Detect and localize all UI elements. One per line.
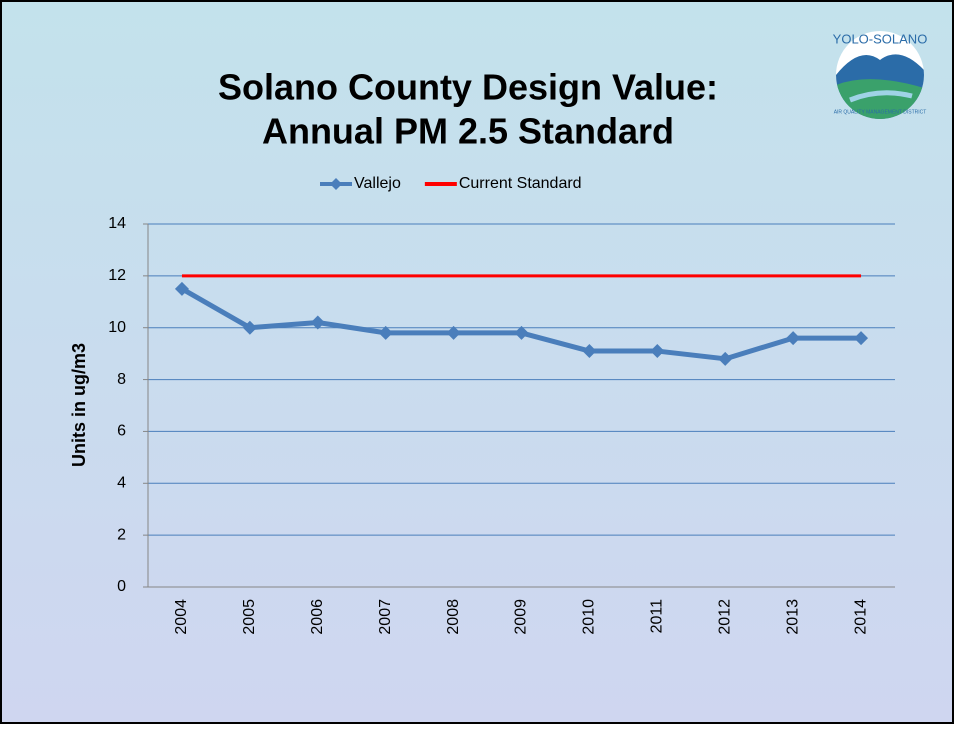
x-tick-label: 2006 [309,599,326,635]
logo-river [849,90,913,103]
point-marker [718,351,733,366]
y-tick-label: 14 [108,215,126,232]
y-tick-label: 2 [117,526,126,543]
legend-label: Current Standard [459,175,582,192]
y-tick-label: 8 [117,371,126,388]
y-tick-label: 0 [117,578,126,595]
point-marker [378,325,393,340]
chart-title: Annual PM 2.5 Standard [262,111,674,152]
point-marker [854,331,869,346]
chart-title: Solano County Design Value: [218,67,718,108]
x-tick-label: 2013 [784,599,801,635]
x-tick-label: 2004 [173,599,190,635]
point-marker [446,325,461,340]
x-tick-label: 2012 [716,599,733,635]
y-tick-label: 4 [117,475,126,492]
point-marker [310,315,325,330]
x-tick-label: 2008 [445,599,462,635]
logo-hills [836,79,924,119]
x-tick-label: 2011 [649,599,666,634]
point-marker [514,325,529,340]
logo: YOLO-SOLANO AIR QUALITY MANAGEMENT DISTR… [833,31,928,119]
x-tick-label: 2005 [241,599,258,635]
x-tick-label: 2009 [513,599,530,635]
point-marker [582,344,597,359]
point-marker [242,320,257,335]
point-marker [650,344,665,359]
point-marker [786,331,801,346]
logo-bottom: AIR QUALITY MANAGEMENT DISTRICT [834,109,927,115]
logo-top: YOLO-SOLANO [833,31,928,46]
y-axis-label: Units in ug/m3 [69,343,89,467]
point-marker [174,281,189,296]
legend-marker [330,178,342,190]
x-tick-label: 2014 [852,599,869,635]
y-tick-label: 12 [108,267,126,284]
x-tick-label: 2010 [581,599,598,635]
x-tick-label: 2007 [377,599,394,635]
y-tick-label: 10 [108,319,126,336]
y-tick-label: 6 [117,423,126,440]
legend-label: Vallejo [354,175,401,192]
